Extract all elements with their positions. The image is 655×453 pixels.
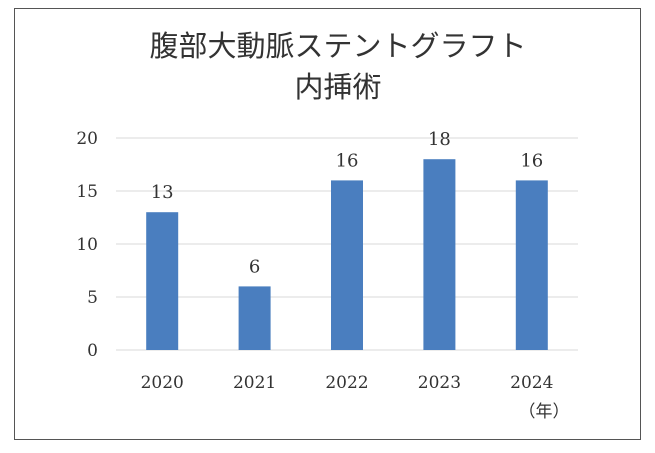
data-labels: 13 6 16 18 16 — [151, 129, 544, 277]
y-tick-label: 0 — [87, 341, 98, 361]
y-axis-ticks: 0 5 10 15 20 — [76, 129, 98, 361]
x-axis-unit: （年） — [519, 402, 570, 422]
bar-2024 — [515, 180, 548, 350]
x-tick-label-2023: 2023 — [418, 373, 461, 393]
y-tick-label: 20 — [76, 129, 98, 149]
x-tick-label-2024: 2024 — [510, 373, 553, 393]
data-label-2021: 6 — [249, 256, 260, 277]
x-axis-ticks: 2020 2021 2022 2023 2024 — [141, 373, 554, 393]
chart-title-line-1: 腹部大動脈ステントグラフト — [149, 29, 526, 63]
x-tick-label-2021: 2021 — [233, 373, 276, 393]
bar-2022 — [331, 180, 363, 350]
data-label-2020: 13 — [151, 182, 174, 203]
data-label-2022: 16 — [336, 150, 359, 171]
bar-2020 — [146, 212, 179, 350]
bar-2023 — [423, 159, 456, 350]
data-label-2023: 18 — [428, 129, 451, 150]
chart-title-line-2: 内挿術 — [294, 70, 381, 104]
y-tick-label: 5 — [87, 288, 98, 308]
data-label-2024: 16 — [520, 150, 543, 171]
x-tick-label-2022: 2022 — [325, 373, 368, 393]
x-tick-label-2020: 2020 — [141, 373, 184, 393]
y-tick-label: 15 — [76, 182, 98, 202]
bar-2021 — [238, 286, 271, 350]
bars — [146, 159, 548, 350]
y-tick-label: 10 — [76, 235, 98, 255]
